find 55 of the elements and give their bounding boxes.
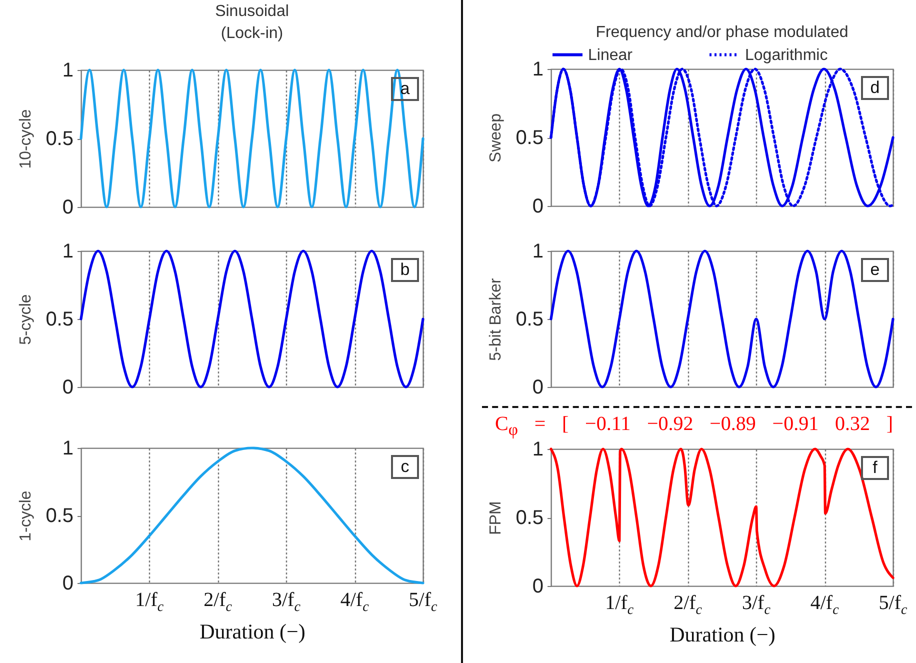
y-tick-label: 0 [532,196,544,218]
x-tick-label: 5/f$_{c}$ [408,589,438,617]
y-tick-label: 0.5 [516,308,544,330]
y-tick-label: 1 [532,240,544,262]
chart-title: Sinusoidal (Lock-in) [214,2,290,44]
text: C$_{φ}$ = [ −0.11 −0.92 −0.89 −0.91 0.32 ] [495,413,893,440]
legend-label: Logarithmic [745,46,828,64]
y-tick-label: 0 [532,576,544,598]
label-box: f [861,456,889,480]
x-tick-label: 3/f$_{c}$ [742,592,770,620]
line-series [550,250,894,388]
label-box: c [391,455,419,479]
x-tick-label: 2/f$_{c}$ [674,592,702,620]
chart-title: Frequency and/or phase modulated [594,23,850,43]
y-tick-label: 0.5 [516,127,544,149]
label-box: d [861,76,889,100]
x-tick-label: 4/f$_{c}$ [340,589,369,617]
y-axis-title: 5-cycle [18,294,35,345]
y-tick-label: 0 [62,572,74,594]
y-tick-label: 1 [532,438,544,460]
y-axis-title: 5-bit Barker [488,277,505,361]
line-series [80,250,424,388]
line-series [550,448,894,588]
label-box: b [391,258,419,282]
annotation: f [872,458,878,477]
x-tick-label: 4/f$_{c}$ [810,592,839,620]
y-tick-label: 0 [62,376,74,398]
x-axis-title: Duration (−) [670,622,776,646]
annotation: c [400,457,410,476]
annotation: d [870,78,880,97]
annotation: e [870,260,880,279]
y-tick-label: 1 [62,60,74,82]
y-axis-title: FPM [488,501,505,535]
x-tick-label: 1/f$_{c}$ [135,589,164,617]
x-tick-label: 5/f$_{c}$ [878,592,908,620]
y-tick-label: 1 [532,58,544,80]
y-tick-label: 0 [532,376,544,398]
annotation: b [400,260,410,279]
y-tick-label: 0.5 [516,507,544,529]
x-tick-label: 3/f$_{c}$ [272,589,300,617]
y-tick-label: 0 [62,196,74,218]
x-tick-label: 1/f$_{c}$ [605,592,634,620]
y-axis-title: 1-cycle [18,490,35,542]
line-series [80,446,424,584]
y-tick-label: 0.5 [46,308,74,330]
y-axis-title: Sweep [488,113,505,162]
y-tick-label: 1 [62,240,74,262]
label-box: e [861,258,889,282]
x-tick-label: 2/f$_{c}$ [204,589,232,617]
y-axis-title: 10-cycle [18,109,35,169]
legend-label: Linear [588,46,634,64]
y-tick-label: 1 [62,438,74,460]
y-tick-label: 0.5 [46,128,74,150]
x-axis-title: Duration (−) [200,620,306,644]
y-tick-label: 0.5 [46,505,74,527]
